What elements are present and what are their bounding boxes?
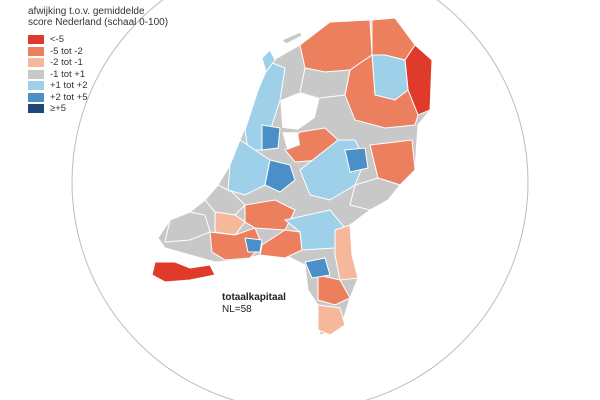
map-legend: afwijking t.o.v. gemiddelde score Nederl…	[28, 6, 168, 115]
legend-swatch	[28, 35, 44, 45]
legend-item: -1 tot +1	[28, 69, 168, 81]
legend-item: +2 tot +5	[28, 92, 168, 104]
region-limburg-north	[334, 224, 359, 281]
legend-swatch	[28, 46, 44, 56]
lake-markermeer	[281, 131, 301, 151]
caption-value: NL=58	[222, 304, 252, 315]
legend-title: afwijking t.o.v. gemiddelde score Nederl…	[28, 6, 168, 28]
legend-item: -5 tot -2	[28, 46, 168, 58]
legend-label: +1 tot +2	[50, 80, 88, 92]
region-limburg-south	[317, 304, 346, 336]
region-utrecht-blue	[264, 159, 296, 193]
region-rotterdam	[214, 211, 246, 236]
region-breda	[244, 237, 263, 253]
region-groningen	[371, 17, 416, 61]
legend-swatch	[28, 104, 44, 114]
legend-swatch	[28, 81, 44, 91]
map-frame-circle	[71, 0, 529, 400]
legend-item: ≥+5	[28, 103, 168, 115]
island-vlieland	[281, 31, 303, 45]
region-achterhoek	[349, 177, 401, 211]
legend-swatch	[28, 58, 44, 68]
legend-label: -5 tot -2	[50, 45, 83, 57]
legend-items: <-5 -5 tot -2 -2 tot -1 -1 tot +1 +1 tot +2 +…	[28, 34, 168, 115]
lake-ijsselmeer	[279, 91, 321, 131]
legend-item: -2 tot -1	[28, 57, 168, 69]
region-overijssel-blue	[344, 147, 369, 173]
legend-item: +1 tot +2	[28, 80, 168, 92]
caption-title: totaalkapitaal	[222, 292, 286, 303]
region-drenthe-blue	[371, 54, 409, 101]
legend-label: ≥+5	[50, 103, 67, 115]
legend-swatch	[28, 69, 44, 79]
legend-title-line1: afwijking t.o.v. gemiddelde	[28, 6, 145, 17]
map-caption: totaalkapitaal NL=58	[222, 292, 286, 316]
region-friesland-south	[299, 67, 351, 99]
legend-label: -2 tot -1	[50, 57, 83, 69]
region-drenthe-south	[344, 54, 419, 129]
legend-item: <-5	[28, 34, 168, 46]
legend-swatch	[28, 92, 44, 102]
region-limburg-mid	[317, 274, 351, 306]
legend-label: -1 tot +1	[50, 68, 86, 80]
region-zeeuws-vlaanderen	[151, 261, 216, 283]
region-eindhoven	[304, 257, 331, 279]
region-zaanstreek	[261, 124, 281, 151]
island-texel	[261, 49, 276, 74]
legend-label: <-5	[50, 34, 64, 46]
region-twente	[369, 139, 416, 186]
legend-title-line2: score Nederland (schaal 0-100)	[28, 17, 169, 28]
legend-label: +2 tot +5	[50, 91, 88, 103]
